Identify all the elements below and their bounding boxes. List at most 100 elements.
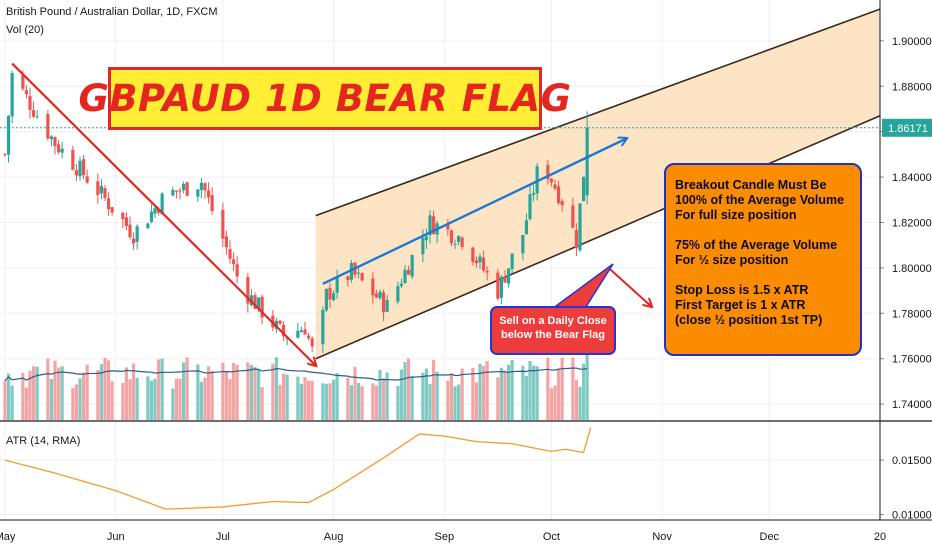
candle-body bbox=[485, 270, 489, 273]
candle-body bbox=[531, 192, 536, 195]
volume-bar bbox=[199, 381, 204, 420]
note-line: Stop Loss is 1.5 x ATR bbox=[675, 283, 809, 297]
last-price-tag bbox=[882, 118, 932, 137]
volume-bar bbox=[146, 376, 150, 420]
candle-body bbox=[460, 237, 464, 247]
candle-body bbox=[553, 184, 557, 189]
candle-body bbox=[153, 208, 157, 214]
candle-body bbox=[396, 286, 400, 302]
candle-body bbox=[524, 220, 529, 235]
candle-body bbox=[103, 188, 107, 198]
candle-body bbox=[224, 236, 229, 248]
volume-bar bbox=[435, 371, 439, 420]
candle-body bbox=[156, 208, 161, 213]
volume-bar bbox=[321, 383, 325, 420]
volume-bar bbox=[421, 372, 425, 420]
candle-body bbox=[174, 190, 179, 192]
volume-bar bbox=[424, 368, 429, 420]
volume-bar bbox=[306, 380, 311, 420]
volume-bar bbox=[6, 373, 11, 420]
volume-bar bbox=[96, 370, 100, 420]
candle-body bbox=[560, 201, 564, 206]
sell-note[interactable]: Sell on a Daily Close below the Bear Fla… bbox=[490, 306, 616, 355]
candle-body bbox=[471, 247, 475, 262]
volume-bar bbox=[335, 373, 339, 420]
volume-bar bbox=[449, 373, 454, 420]
volume-bar bbox=[585, 351, 589, 420]
volume-bar bbox=[471, 367, 475, 420]
volume-bar bbox=[328, 383, 332, 420]
candle-body bbox=[571, 205, 575, 228]
volume-legend[interactable]: Vol (20) bbox=[6, 24, 44, 36]
atr-line bbox=[4, 427, 592, 510]
candle-body bbox=[96, 181, 100, 196]
candle-body bbox=[46, 114, 50, 139]
volume-bar bbox=[224, 370, 229, 420]
conditions-note[interactable]: Breakout Candle Must Be 100% of the Aver… bbox=[664, 163, 862, 356]
candle-body bbox=[321, 309, 325, 345]
volume-bar bbox=[185, 357, 189, 420]
candle-body bbox=[331, 293, 336, 301]
candle-body bbox=[431, 216, 436, 235]
volume-bar bbox=[456, 384, 461, 420]
candle-body bbox=[528, 194, 532, 219]
sell-note-pointer bbox=[554, 263, 614, 311]
sell-note-line1: Sell on a Daily Close bbox=[499, 315, 607, 327]
volume-bar bbox=[81, 372, 86, 420]
x-tick-label: May bbox=[0, 531, 16, 543]
volume-bar bbox=[246, 362, 250, 420]
x-tick-label: Sep bbox=[434, 531, 454, 543]
volume-bar bbox=[460, 368, 464, 420]
volume-bar bbox=[503, 370, 507, 420]
candle-body bbox=[496, 272, 500, 299]
candle-body bbox=[203, 183, 207, 191]
volume-bar bbox=[524, 376, 529, 420]
volume-bar bbox=[256, 369, 261, 420]
volume-bar bbox=[171, 388, 175, 420]
candle-body bbox=[185, 182, 189, 196]
y-tick-label: 1.88000 bbox=[892, 81, 932, 93]
volume-bar bbox=[496, 377, 500, 420]
candle-body bbox=[585, 127, 589, 196]
y-tick-label: 1.78000 bbox=[892, 308, 932, 320]
volume-bar bbox=[371, 383, 375, 420]
volume-bar bbox=[481, 366, 486, 420]
volume-bar bbox=[521, 365, 525, 420]
candle-body bbox=[356, 272, 361, 274]
volume-bar bbox=[571, 357, 575, 420]
candle-body bbox=[474, 260, 479, 264]
atr-legend[interactable]: ATR (14, RMA) bbox=[6, 435, 81, 447]
candle-body bbox=[231, 259, 236, 264]
volume-bar bbox=[53, 360, 57, 420]
volume-bar bbox=[528, 360, 532, 420]
volume-bar bbox=[121, 382, 125, 420]
candle-body bbox=[106, 198, 111, 210]
candle-body bbox=[360, 273, 364, 281]
candle-body bbox=[403, 269, 407, 284]
candle-body bbox=[481, 257, 486, 271]
volume-bar bbox=[74, 384, 79, 420]
x-tick-label: Jun bbox=[107, 531, 125, 543]
sell-note-line2: below the Bear Flag bbox=[501, 329, 605, 341]
candle-body bbox=[53, 137, 57, 147]
candle-body bbox=[256, 297, 261, 309]
candle-body bbox=[306, 335, 311, 339]
note-line: First Target is 1 x ATR bbox=[675, 298, 806, 312]
volume-bar bbox=[303, 377, 307, 420]
candle-body bbox=[210, 195, 214, 211]
note-line: 75% of the Average Volume bbox=[675, 238, 838, 252]
volume-bar bbox=[278, 384, 282, 420]
candle-body bbox=[235, 264, 239, 277]
symbol-legend[interactable]: British Pound / Australian Dollar, 1D, F… bbox=[6, 6, 218, 18]
volume-bar bbox=[21, 372, 25, 420]
volume-bar bbox=[446, 380, 450, 420]
x-tick-label: Jul bbox=[216, 531, 230, 543]
volume-bar bbox=[135, 377, 139, 420]
volume-bar bbox=[574, 380, 579, 420]
volume-bar bbox=[274, 357, 279, 420]
candle-body bbox=[228, 249, 232, 259]
channel-fill bbox=[315, 9, 880, 359]
volume-bar bbox=[110, 381, 114, 420]
